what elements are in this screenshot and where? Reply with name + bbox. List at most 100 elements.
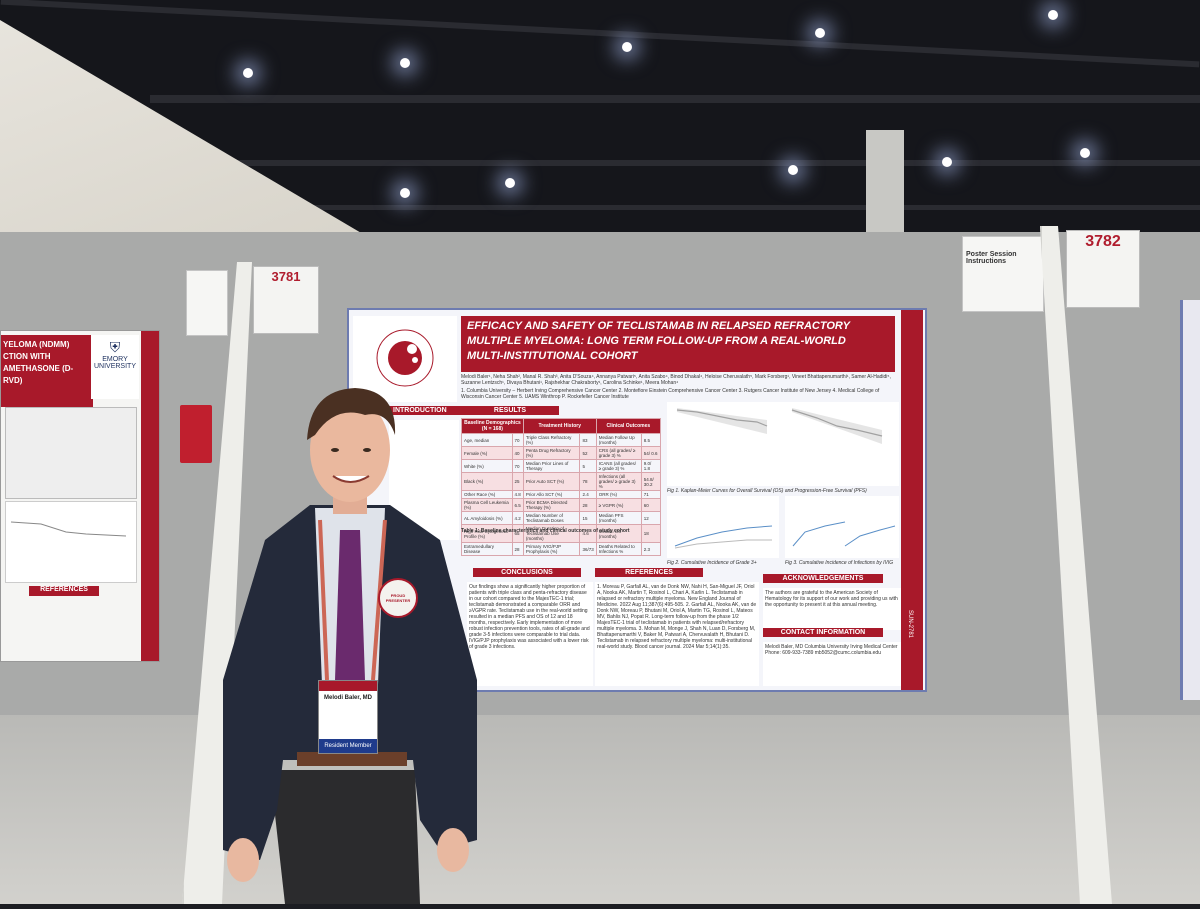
table-cell: Median Follow Up (months)	[595, 433, 642, 447]
table-cell: Penta Drug Refractory (%)	[522, 446, 581, 460]
poster-affiliations: 1. Columbia University – Herbert Irving …	[461, 388, 880, 400]
table-cell: 5	[579, 459, 597, 473]
table-cell: Prior Auto SCT (%)	[522, 472, 581, 491]
neighbor-title-line2: CTION WITH	[3, 352, 51, 361]
conclusions-heading: CONCLUSIONS	[473, 568, 581, 577]
ceiling-column	[866, 130, 904, 240]
neighbor-table	[5, 407, 137, 499]
table-cell: 60	[640, 498, 662, 512]
neighbor-title-line1: YELOMA (NDMM)	[3, 340, 70, 349]
neighbor-references-label: REFERENCES	[29, 586, 99, 596]
poster-title-line3: MULTI-INSTITUTIONAL COHORT	[467, 350, 638, 362]
table-cell: Prior BCMA Directed Therapy (%)	[522, 498, 581, 512]
fig3-caption: Fig 3. Cumulative Incidence of Infection…	[785, 560, 894, 566]
table-cell: 25	[511, 472, 524, 491]
ceiling-light	[815, 28, 825, 38]
ceiling-light	[400, 58, 410, 68]
ceiling-light	[400, 188, 410, 198]
ash-logo-icon	[376, 329, 434, 387]
instructions-title: Poster Session Instructions	[966, 251, 1017, 265]
poster-number-sign-right: 3782	[1066, 230, 1140, 308]
ceiling-light	[942, 157, 952, 167]
table-cell: Triple Class Refractory (%)	[522, 433, 581, 447]
neighbor-logo-text: EMORY UNIVERSITY	[93, 356, 136, 370]
neighbor-title-line3: AMETHASONE (D-RVD)	[3, 364, 74, 385]
neighbor-side-strip	[141, 331, 159, 661]
results-heading: RESULTS	[461, 406, 559, 415]
ceiling-light	[622, 42, 632, 52]
table-cell: 12	[640, 511, 662, 525]
table-cell: Primary IVIG/PJP Prophylaxis (%)	[522, 542, 581, 556]
table-cell: Median Duration of Teclistamab Use (mont…	[522, 524, 581, 543]
contact-body: Melodi Baler, MD Columbia University Irv…	[763, 642, 901, 686]
table-cell: 4.2	[511, 511, 524, 525]
poster-title-line2: MULTIPLE MYELOMA: LONG TERM FOLLOW-UP FR…	[467, 335, 846, 347]
presenter-button: PROUD PRESENTER	[378, 578, 418, 618]
shield-icon: ⛨	[109, 339, 121, 355]
ceiling-beam	[150, 95, 1200, 103]
table-cell: 70	[511, 433, 524, 447]
fig2-caption: Fig 2. Cumulative Incidence of Grade 3+ …	[667, 560, 757, 566]
baseline-table: Baseline Demographics (N = 168) Treatment…	[461, 418, 662, 556]
table-cell: Infections (all grades/ ≥ grade 3) %	[595, 472, 642, 491]
table-row: Female (%) 40 Penta Drug Refractory (%) 52 C…	[461, 446, 662, 460]
acknowledgements-heading: ACKNOWLEDGEMENTS	[763, 574, 883, 583]
table-cell: 28	[511, 542, 524, 556]
table-cell: 54.8/ 30.2	[640, 472, 662, 491]
table-row: Plasma Cell Leukemia (%) 6.5 Prior BCMA Di…	[461, 498, 662, 512]
table-cell: Prior Allo SCT (%)	[522, 490, 581, 499]
introduction-heading: INTRODUCTION	[389, 406, 461, 415]
ivig-infection-figure	[785, 496, 899, 558]
presenter	[215, 380, 485, 904]
table-caption: Table 1: Baseline characteristics and cl…	[461, 528, 630, 534]
main-poster: EFFICACY AND SAFETY OF TECLISTAMAB IN RE…	[347, 308, 927, 692]
table-cell: 2.3	[640, 542, 662, 556]
ceiling-light	[243, 68, 253, 78]
table-cell: 70	[511, 459, 524, 473]
acknowledgements-body: The authors are grateful to the American…	[763, 588, 901, 630]
table-cell: 54/ 0.6	[640, 446, 662, 460]
presenter-button-text: PROUD PRESENTER	[385, 593, 411, 603]
badge-type: Resident Member	[319, 739, 377, 753]
floor	[0, 715, 1200, 904]
table-cell: 78	[579, 472, 597, 491]
table-row: Other Race (%) 4.8 Prior Allo SCT (%) 2.4 OR…	[461, 490, 662, 499]
poster-title-line1: EFFICACY AND SAFETY OF TECLISTAMAB IN RE…	[467, 320, 850, 332]
poster-title: EFFICACY AND SAFETY OF TECLISTAMAB IN RE…	[461, 316, 895, 372]
instruction-sheet-right: Poster Session Instructions	[962, 236, 1044, 312]
table-cell: 65	[511, 524, 524, 543]
table-cell: 36/73	[579, 542, 597, 556]
table-row: AL Amyloidosis (%) 4.2 Median Number of Te…	[461, 511, 662, 525]
name-badge: Melodi Baler, MD Resident Member	[318, 680, 378, 754]
table-cell: 6.5	[511, 498, 524, 512]
table-cell: Median Prior Lines of Therapy	[522, 459, 581, 473]
poster-authors: Melodi Baler¹, Neha Shah², Manal R. Shah…	[461, 374, 891, 386]
table-cell: 9.0/ 1.8	[640, 459, 662, 473]
table-cell: Deaths Related to Infections %	[595, 542, 642, 556]
ceiling-light	[788, 165, 798, 175]
table-cell: ≥ VGPR (%)	[595, 498, 642, 512]
conclusions-body: Our findings show a significantly higher…	[467, 582, 593, 686]
poster-number-3781: 3781	[271, 269, 301, 284]
table-cell: 83	[579, 433, 597, 447]
table-cell: ICANS (all grades/ ≥ grade 3) %	[595, 459, 642, 473]
km-curves-figure	[667, 402, 899, 486]
neighbor-poster: YELOMA (NDMM) CTION WITH AMETHASONE (D-R…	[0, 330, 160, 662]
table-cell: ORR (%)	[595, 490, 642, 499]
table-header-cell: Treatment History	[522, 418, 597, 434]
table-cell: CRS (all grades/ ≥ grade 3) %	[595, 446, 642, 460]
table-row: White (%) 70 Median Prior Lines of Therapy…	[461, 459, 662, 473]
table-cell: 40	[511, 446, 524, 460]
ceiling-beam	[0, 0, 1200, 68]
references-heading: REFERENCES	[595, 568, 703, 577]
table-cell: Extramedullary Disease	[461, 542, 513, 556]
table-cell: Median Number of Teclistamab Doses	[522, 511, 581, 525]
poster-side-strip: SUN-2781	[901, 310, 923, 690]
poster-number-3782: 3782	[1085, 233, 1121, 250]
results-table: Baseline Demographics (N = 168) Treatment…	[461, 418, 662, 556]
qr-placard	[180, 405, 212, 463]
table-cell: 4.8	[511, 490, 524, 499]
table-cell: 8.5	[640, 433, 662, 447]
fig1-caption: Fig 1. Kaplan-Meier Curves for Overall S…	[667, 488, 867, 494]
ceiling-beam	[210, 160, 1200, 166]
